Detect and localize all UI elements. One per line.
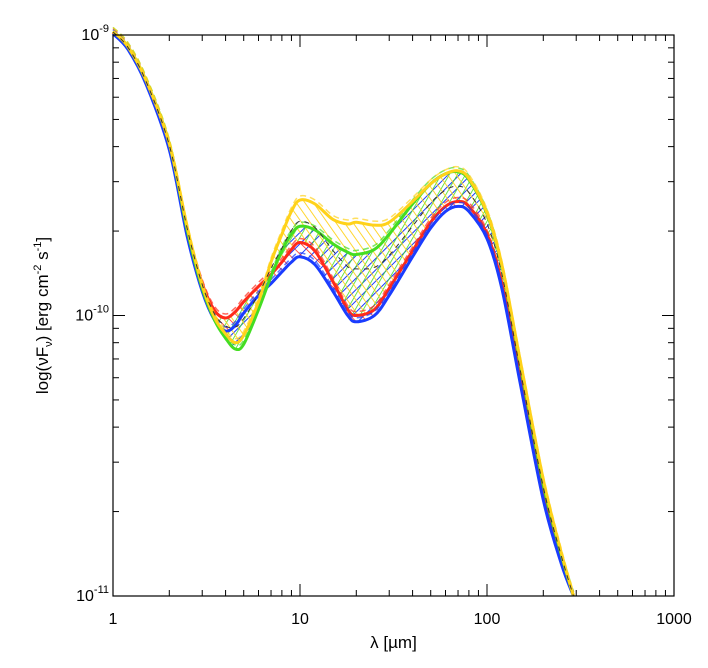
band-2	[113, 31, 574, 596]
y-title-mid: ) [erg cm	[33, 274, 52, 341]
band-blue-hatch	[113, 31, 574, 596]
median-dashed-line	[112, 31, 574, 597]
series-line-1	[111, 32, 575, 597]
series-line-3	[111, 30, 575, 597]
model-curves	[111, 26, 575, 597]
y-axis-title: log(νFν) [erg cm-2 s-1]	[32, 237, 55, 394]
x-axis-ticks	[112, 35, 675, 596]
y-title-post: ]	[33, 237, 52, 242]
y-tick-base: 10	[76, 588, 94, 605]
y-title-mid2: s	[33, 251, 52, 264]
y-title-sup1: -2	[32, 265, 44, 275]
y-tick-base: 10	[75, 308, 93, 325]
series-dash-3	[112, 26, 575, 593]
y-tick-label: 10-9	[81, 23, 109, 44]
band-1	[113, 31, 574, 596]
y-title-sup2: -1	[32, 242, 44, 252]
y-tick-exp: -10	[93, 304, 109, 316]
x-tick-labels: 1 10 100 1000	[109, 611, 692, 628]
x-tick-label: 10	[291, 611, 309, 628]
y-axis-ticks	[113, 34, 674, 597]
y-tick-exp: -11	[94, 584, 109, 596]
y-tick-base: 10	[81, 27, 99, 44]
series-dash-0	[112, 28, 575, 593]
y-tick-label: 10-11	[76, 584, 109, 605]
x-tick-label: 100	[474, 611, 501, 628]
x-tick-label: 1000	[656, 611, 692, 628]
hatched-bands	[113, 31, 574, 596]
y-tick-exp: -9	[99, 23, 109, 35]
y-title-pre: log(νF	[33, 347, 52, 394]
series-line-0	[111, 31, 575, 597]
band-0	[113, 32, 574, 596]
y-tick-label: 10-10	[75, 304, 109, 325]
x-axis-title: λ [µm]	[370, 633, 417, 652]
x-axis-title-text: λ [µm]	[370, 633, 417, 652]
x-tick-label: 1	[109, 611, 118, 628]
plot-frame	[112, 34, 675, 597]
series-line-2	[111, 30, 575, 597]
y-title-sub: ν	[43, 341, 55, 347]
